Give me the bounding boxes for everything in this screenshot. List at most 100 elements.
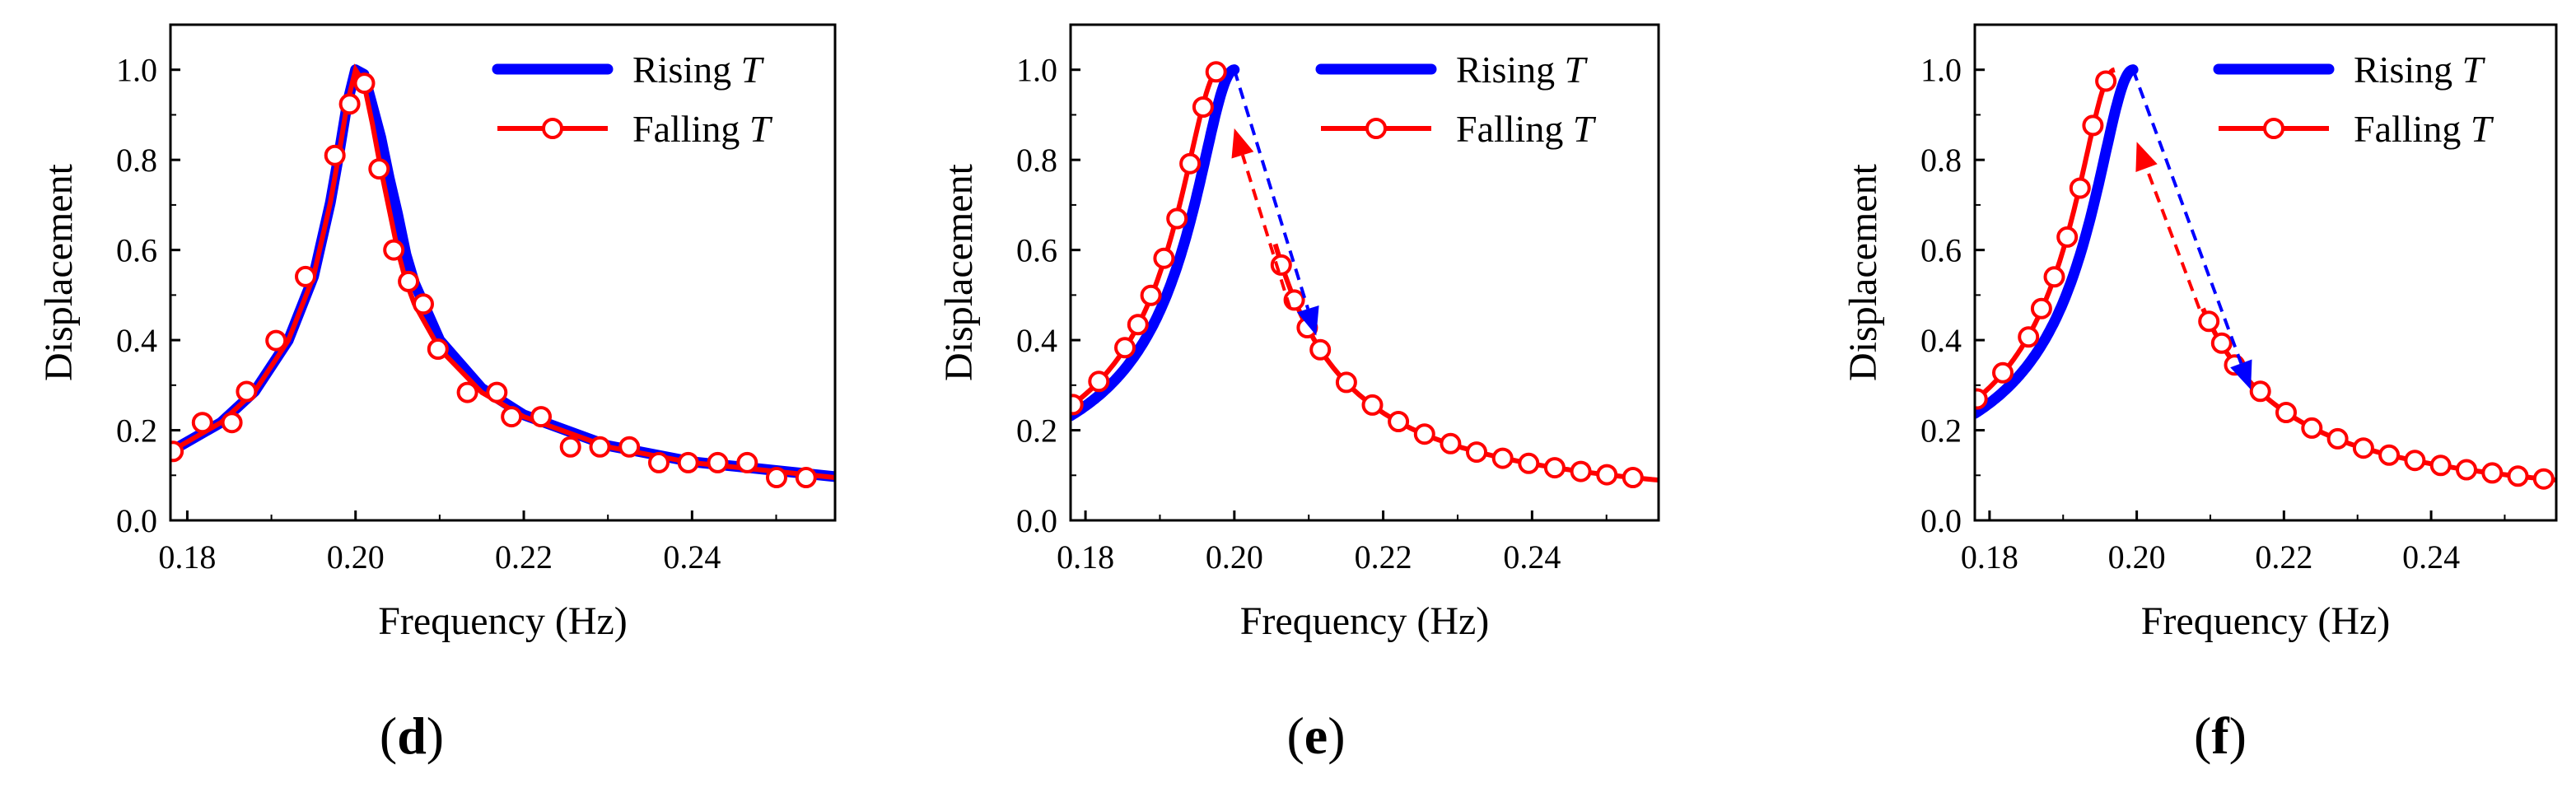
y-tick-label: 0.8 bbox=[1016, 142, 1057, 179]
data-point bbox=[1440, 432, 1462, 454]
data-point bbox=[1388, 411, 1410, 432]
panel-label: (e) bbox=[1286, 706, 1345, 765]
data-point bbox=[1413, 423, 1435, 445]
annotation-arrow-line bbox=[1240, 154, 1292, 310]
y-tick-label: 0.6 bbox=[1016, 232, 1057, 269]
y-tick-label: 0.0 bbox=[1920, 502, 1962, 539]
annotation-arrow-head bbox=[2230, 359, 2252, 390]
data-point bbox=[1335, 371, 1357, 394]
data-point bbox=[2378, 444, 2401, 466]
x-tick-label: 0.22 bbox=[495, 538, 553, 576]
y-tick-label: 0.0 bbox=[1016, 502, 1057, 539]
data-point bbox=[486, 381, 508, 403]
y-tick-label: 0.8 bbox=[116, 142, 157, 179]
annotation-arrow-head bbox=[1296, 305, 1319, 336]
x-tick-label: 0.18 bbox=[1961, 538, 2018, 576]
data-point bbox=[2456, 459, 2477, 481]
y-tick-label: 0.2 bbox=[1920, 412, 1962, 450]
data-point bbox=[2429, 454, 2452, 477]
data-point bbox=[2082, 114, 2104, 137]
legend: Rising T Falling T bbox=[492, 49, 773, 150]
x-tick-label: 0.24 bbox=[663, 538, 721, 576]
axes-frame bbox=[1069, 23, 1660, 522]
data-point bbox=[589, 436, 611, 458]
data-point bbox=[2507, 465, 2529, 487]
annotation-arrow-head bbox=[2135, 142, 2158, 172]
x-tick-label: 0.22 bbox=[1355, 538, 1412, 576]
legend-label-rising: Rising T bbox=[1456, 49, 1589, 91]
data-point bbox=[2198, 310, 2220, 333]
data-point bbox=[766, 467, 787, 488]
data-point bbox=[265, 329, 287, 352]
data-point bbox=[2326, 427, 2349, 450]
data-point bbox=[2275, 402, 2297, 423]
panel-label: (d) bbox=[380, 706, 444, 765]
legend: Rising T Falling T bbox=[2213, 49, 2494, 150]
plot-area bbox=[1071, 61, 1659, 488]
data-point bbox=[559, 436, 581, 458]
data-point bbox=[736, 451, 758, 473]
data-point bbox=[236, 380, 258, 403]
annotation-arrow-head bbox=[1231, 128, 1254, 159]
x-tick-label: 0.24 bbox=[1503, 538, 1561, 576]
series-falling-line bbox=[170, 63, 835, 480]
annotation-arrow-line bbox=[2144, 167, 2201, 310]
legend-label-rising: Rising T bbox=[632, 49, 765, 91]
data-point bbox=[324, 144, 346, 166]
data-point bbox=[677, 451, 699, 473]
data-point bbox=[1596, 464, 1618, 486]
data-point bbox=[1192, 96, 1214, 118]
x-axis-title: Frequency (Hz) bbox=[1240, 599, 1490, 643]
legend-marker-falling bbox=[542, 118, 563, 139]
data-point bbox=[648, 451, 670, 473]
data-point bbox=[1153, 247, 1175, 269]
plot-area bbox=[170, 63, 835, 488]
data-point bbox=[795, 467, 817, 488]
y-tick-label: 1.0 bbox=[1016, 52, 1057, 89]
x-axis-title: Frequency (Hz) bbox=[378, 599, 628, 643]
data-point bbox=[1205, 61, 1227, 83]
data-point bbox=[2301, 417, 2323, 439]
data-point bbox=[1140, 284, 1162, 306]
x-tick-label: 0.20 bbox=[2108, 538, 2166, 576]
y-tick-label: 1.0 bbox=[116, 52, 157, 89]
data-point bbox=[2030, 297, 2052, 319]
series-falling-markers bbox=[170, 72, 817, 488]
x-tick-label: 0.22 bbox=[2255, 538, 2312, 576]
axes-frame bbox=[169, 23, 837, 522]
data-point bbox=[413, 293, 434, 315]
data-point bbox=[2056, 226, 2079, 248]
data-point bbox=[707, 451, 729, 473]
data-point bbox=[1570, 460, 1592, 482]
y-tick-label: 0.6 bbox=[116, 232, 157, 269]
y-tick-label: 0.8 bbox=[1920, 142, 1962, 179]
data-point bbox=[221, 412, 243, 434]
data-point bbox=[1088, 371, 1110, 393]
x-tick-label: 0.18 bbox=[1057, 538, 1114, 576]
legend-marker-falling bbox=[1365, 118, 1387, 139]
series-falling-line bbox=[1071, 67, 1220, 408]
data-point bbox=[191, 412, 213, 434]
y-tick-label: 0.2 bbox=[116, 412, 157, 450]
legend-label-falling: Falling T bbox=[2354, 108, 2494, 150]
series-rising-line bbox=[1071, 64, 1240, 422]
legend: Rising T Falling T bbox=[1315, 49, 1597, 150]
data-point bbox=[1270, 254, 1292, 276]
data-point bbox=[1491, 447, 1514, 469]
data-point bbox=[1071, 394, 1084, 416]
y-tick-label: 1.0 bbox=[1920, 52, 1962, 89]
data-point bbox=[2249, 380, 2271, 403]
y-tick-label: 0.6 bbox=[1920, 232, 1962, 269]
data-point bbox=[1361, 394, 1384, 416]
data-point bbox=[2210, 332, 2233, 354]
chart-panel-f: 0.18 0.20 0.22 0.24 0.0 0.2 0.4 0.6 0.8 1.0 Freque… bbox=[1841, 23, 2558, 765]
data-point bbox=[170, 440, 184, 463]
data-point bbox=[1166, 207, 1188, 230]
data-point bbox=[618, 436, 641, 458]
y-axis-title: Displacement bbox=[1841, 163, 1885, 381]
series-rising-line bbox=[1975, 64, 2139, 419]
data-point bbox=[1179, 152, 1202, 175]
axes-frame bbox=[1973, 23, 2558, 522]
data-point bbox=[398, 270, 420, 292]
